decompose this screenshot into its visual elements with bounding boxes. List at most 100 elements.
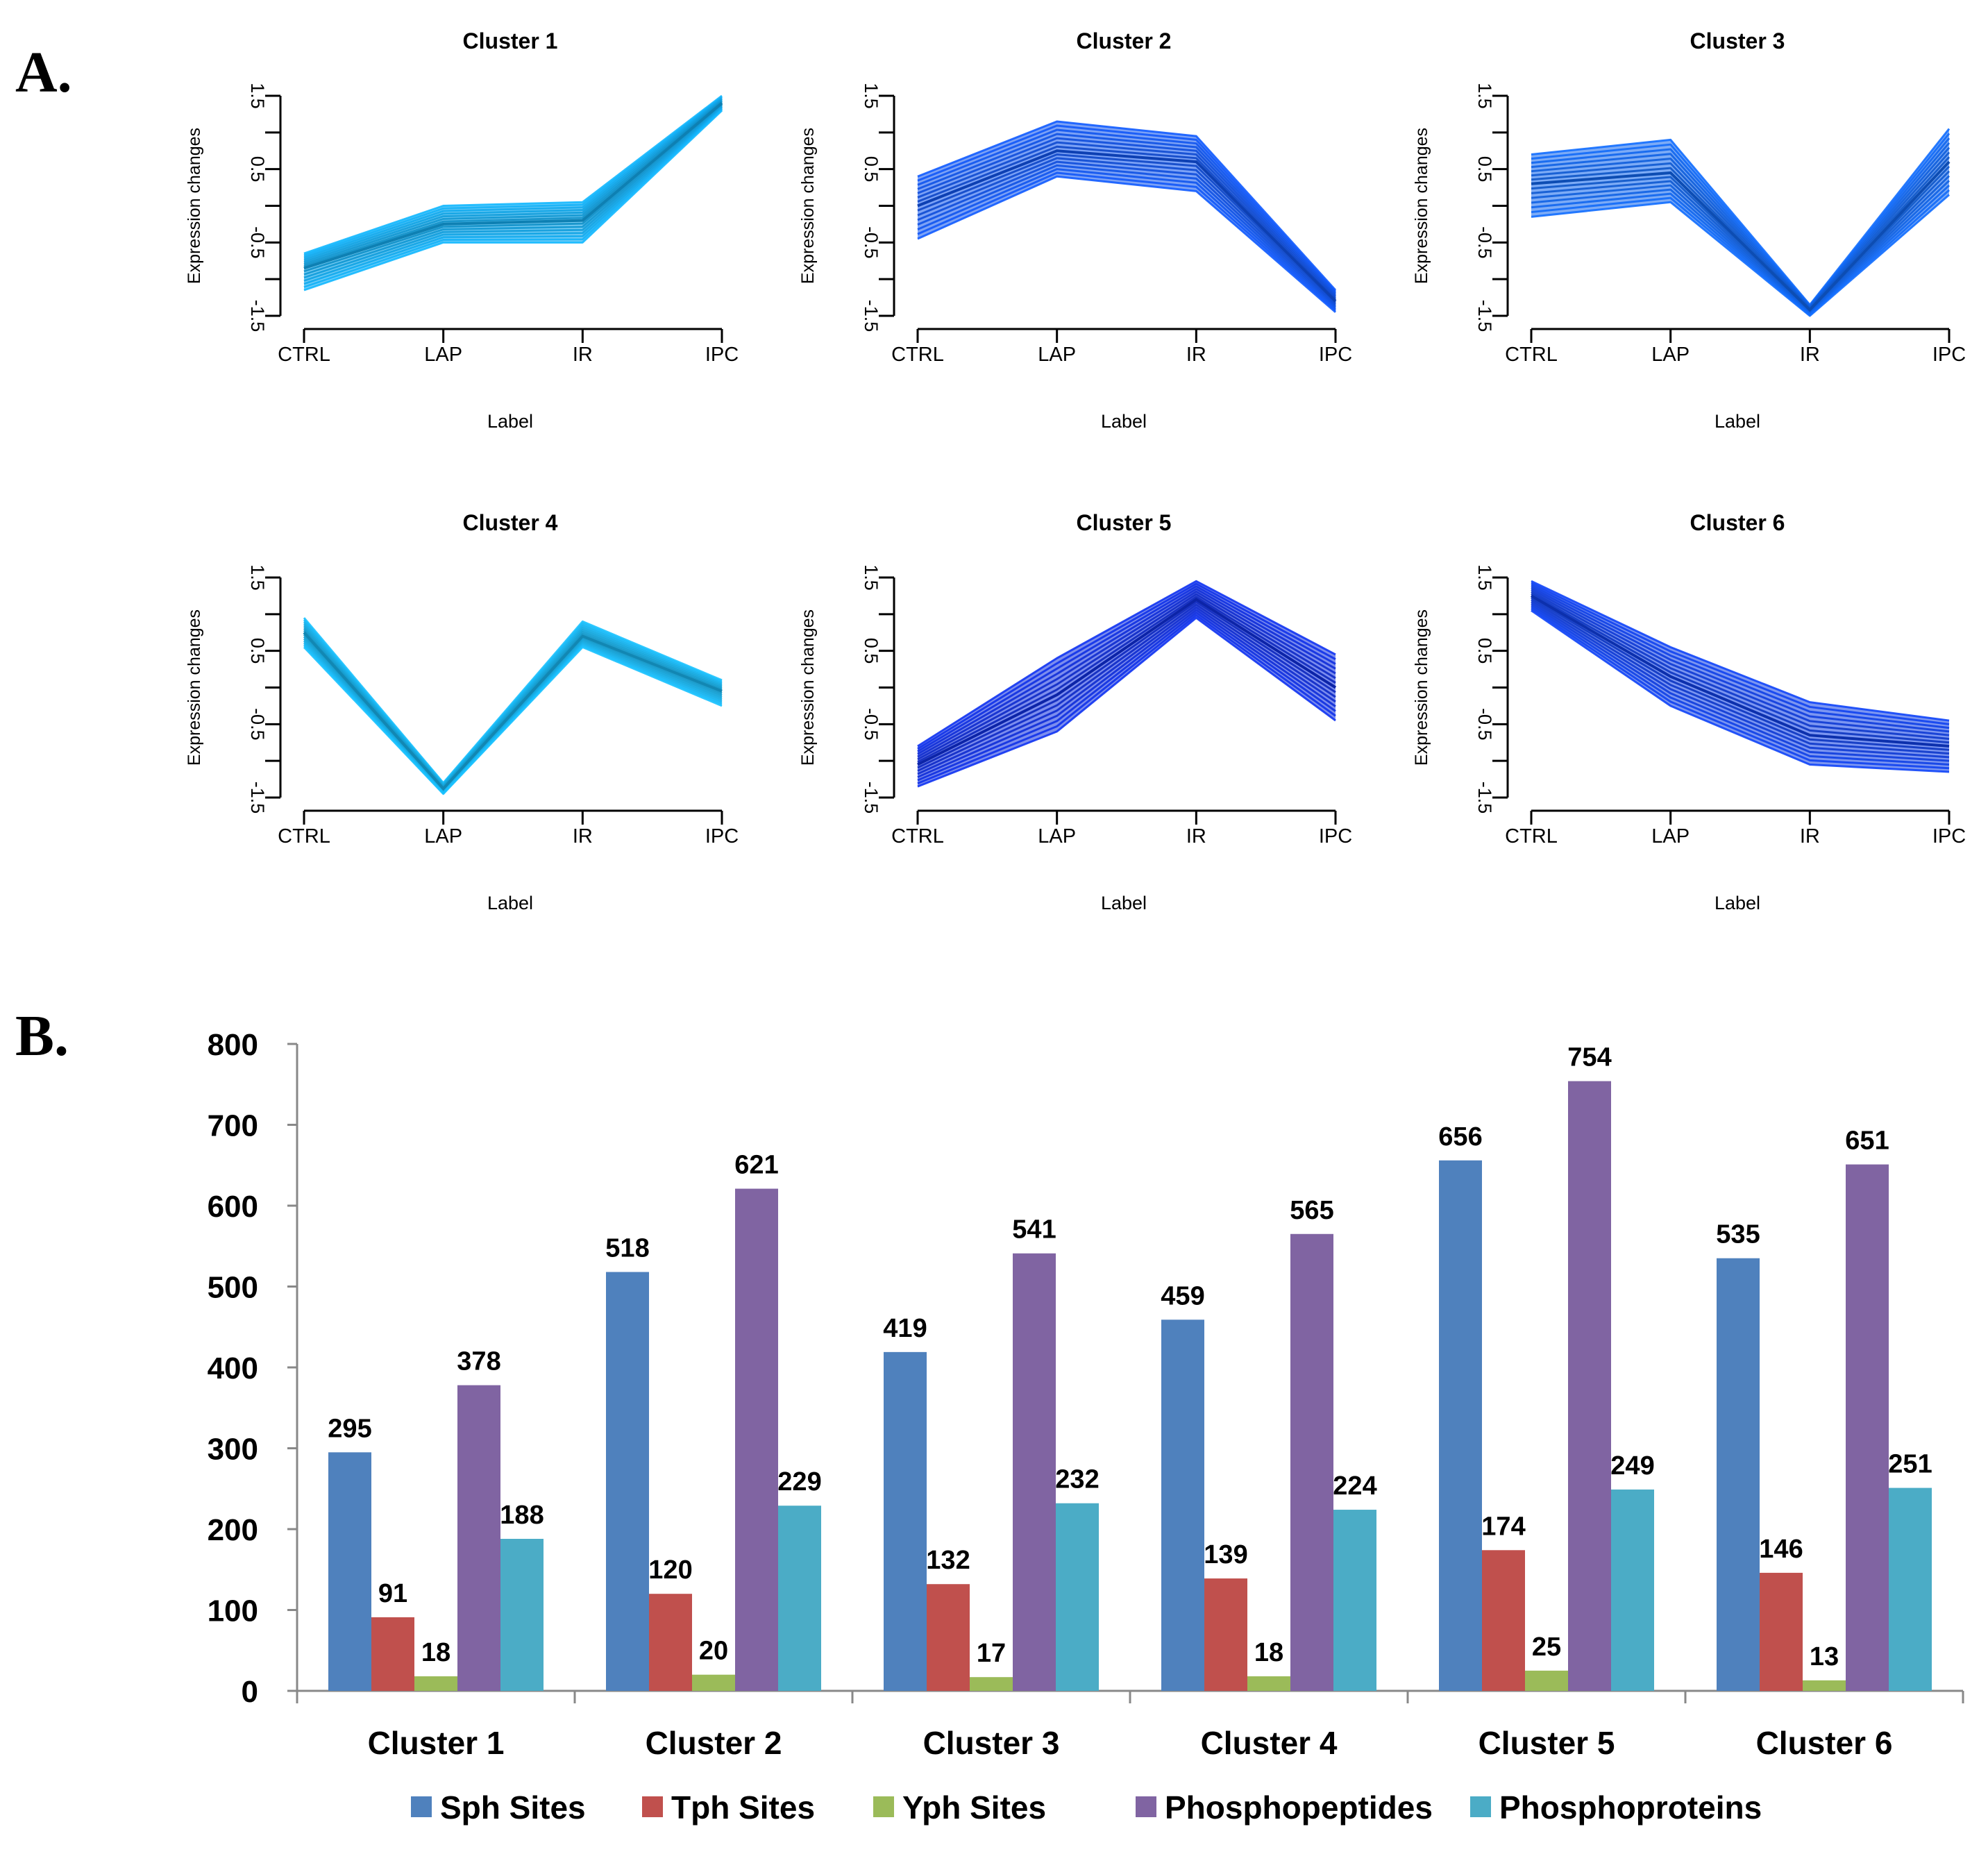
x-tick-label: IR	[1186, 825, 1206, 848]
x-axis-label: Label	[1715, 893, 1760, 913]
data-label: 651	[1845, 1127, 1889, 1156]
y-tick-label: 0.5	[1474, 156, 1495, 183]
data-label: 174	[1481, 1512, 1525, 1541]
profile-line	[1531, 582, 1950, 725]
chart-title: Cluster 5	[1077, 510, 1172, 535]
bar-yph-sites	[414, 1676, 457, 1691]
x-tick-label: Cluster 2	[646, 1725, 782, 1761]
chart-title: Cluster 4	[463, 510, 558, 535]
data-label: 20	[699, 1637, 728, 1666]
data-label: 18	[421, 1638, 450, 1667]
panel-label-a: A.	[15, 40, 72, 105]
profile-line	[1531, 194, 1950, 317]
data-label: 132	[926, 1546, 970, 1575]
x-tick-label: IR	[573, 825, 593, 848]
series-median-line	[917, 149, 1337, 303]
y-tick-label: 1.5	[861, 564, 882, 591]
y-tick-label: 100	[208, 1594, 258, 1628]
profile-line	[1531, 599, 1950, 755]
data-label: 295	[328, 1414, 371, 1443]
data-label: 146	[1759, 1535, 1803, 1564]
bar-phosphopeptides	[1568, 1081, 1611, 1691]
profile-line	[1531, 603, 1950, 762]
profile-line	[917, 596, 1336, 764]
profile-line	[917, 600, 1336, 769]
profile-line	[917, 137, 1337, 298]
y-axis-label: Expression changes	[1412, 609, 1431, 766]
profile-line	[917, 582, 1336, 750]
x-tick-label: CTRL	[1505, 825, 1558, 848]
data-label: 18	[1254, 1638, 1283, 1667]
profile-line	[917, 588, 1336, 755]
legend-swatch	[1470, 1796, 1491, 1817]
bar-phosphopeptides	[1290, 1233, 1333, 1691]
x-tick-label: CTRL	[278, 825, 330, 848]
profile-line	[303, 96, 723, 259]
data-label: 249	[1610, 1451, 1654, 1481]
x-tick-label: IPC	[705, 825, 739, 848]
data-label: 91	[378, 1579, 407, 1608]
y-tick-label: -0.5	[247, 226, 268, 259]
x-axis-label: Label	[1715, 411, 1760, 432]
data-label: 754	[1567, 1043, 1611, 1072]
profile-line	[303, 94, 723, 255]
y-tick-label: -0.5	[1474, 708, 1495, 741]
profile-line	[917, 609, 1336, 778]
bar-sph-sites	[1161, 1320, 1204, 1691]
profile-line	[1531, 580, 1950, 722]
x-tick-label: CTRL	[891, 825, 944, 848]
y-axis-label: Expression changes	[798, 609, 818, 766]
profile-line	[303, 108, 723, 288]
profile-line	[917, 580, 1336, 748]
y-tick-label: -1.5	[1474, 300, 1495, 332]
profile-line	[1531, 189, 1951, 317]
bar-sph-sites	[606, 1272, 649, 1691]
profile-line	[1531, 609, 1950, 773]
profile-line	[917, 120, 1337, 292]
bar-phosphopeptides	[1846, 1164, 1889, 1691]
y-tick-label: -0.5	[1474, 226, 1495, 259]
x-tick-label: IR	[573, 344, 593, 366]
profile-line	[303, 100, 723, 265]
data-label: 17	[977, 1639, 1006, 1668]
legend-entry: Tph Sites	[671, 1789, 815, 1826]
x-tick-label: CTRL	[891, 344, 944, 366]
bar-tph-sites	[371, 1617, 414, 1691]
profile-line	[303, 105, 723, 279]
legend-swatch	[642, 1796, 663, 1817]
profile-line	[1531, 180, 1951, 314]
series-median-line	[303, 631, 723, 791]
profile-line	[1531, 589, 1950, 736]
y-tick-label: 400	[208, 1351, 258, 1385]
bar-tph-sites	[927, 1584, 970, 1691]
profile-line	[303, 106, 723, 282]
data-label: 188	[500, 1501, 544, 1530]
profile-line	[303, 98, 723, 261]
x-tick-label: LAP	[1038, 825, 1076, 848]
profile-line	[917, 612, 1336, 782]
bar-yph-sites	[970, 1677, 1013, 1691]
y-tick-label: -1.5	[247, 300, 268, 332]
data-label: 120	[648, 1556, 692, 1585]
x-axis-label: Label	[487, 893, 533, 913]
bar-sph-sites	[884, 1351, 927, 1691]
data-label: 378	[457, 1347, 500, 1376]
panel-label-b: B.	[15, 1004, 69, 1068]
profile-line	[1531, 151, 1951, 310]
line-chart-cluster-5: Cluster 5 -1.5 -0.5 0.5 1.5 Expression change…	[798, 510, 1352, 913]
x-tick-label: Cluster 3	[923, 1725, 1060, 1761]
legend-entry: Phosphopeptides	[1165, 1789, 1433, 1826]
legend-swatch	[873, 1796, 894, 1817]
data-label: 224	[1333, 1472, 1376, 1501]
bar-phosphopeptides	[457, 1385, 500, 1691]
bar-phosphoproteins	[1056, 1503, 1099, 1691]
bar-phosphoproteins	[500, 1538, 544, 1691]
y-tick-label: -1.5	[861, 300, 882, 332]
profile-line	[1531, 170, 1951, 313]
x-tick-label: IR	[1800, 825, 1820, 848]
bar-sph-sites	[1439, 1160, 1482, 1691]
x-tick-label: CTRL	[1505, 344, 1558, 366]
profile-line	[1531, 142, 1951, 308]
